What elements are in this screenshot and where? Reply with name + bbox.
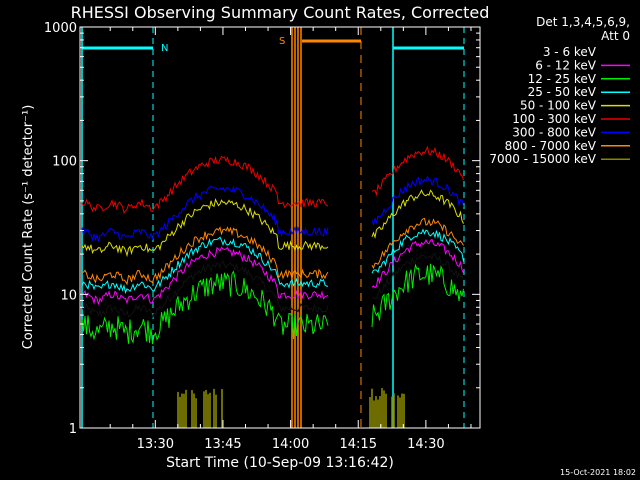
x-tick-label: 13:45 bbox=[204, 437, 241, 452]
legend-header-line2: Att 0 bbox=[601, 29, 630, 43]
series-line bbox=[371, 145, 464, 197]
legend-label: 300 - 800 keV bbox=[512, 125, 596, 139]
series-line bbox=[81, 246, 329, 305]
legend-label: 800 - 7000 keV bbox=[505, 139, 597, 153]
series-line bbox=[81, 259, 329, 319]
series-line bbox=[371, 175, 464, 226]
series-line bbox=[371, 253, 464, 300]
series-line bbox=[371, 217, 464, 270]
legend-label: 3 - 6 keV bbox=[543, 45, 597, 59]
y-axis: 1 10 100 1000 bbox=[44, 21, 480, 437]
annotation-n-label: N bbox=[161, 43, 168, 54]
x-tick-label: 14:00 bbox=[272, 437, 309, 452]
legend-label: 6 - 12 keV bbox=[535, 58, 597, 72]
x-tick-label: 14:30 bbox=[407, 437, 444, 452]
series-line bbox=[371, 238, 464, 289]
legend-label: 50 - 100 keV bbox=[520, 99, 597, 113]
legend-label: 12 - 25 keV bbox=[528, 72, 597, 86]
series-line bbox=[81, 226, 329, 286]
series-line bbox=[81, 185, 329, 242]
series-group bbox=[81, 145, 464, 428]
series-line bbox=[81, 155, 329, 214]
y-axis-label: Corrected Count Rate (s⁻¹ detector⁻¹) bbox=[21, 105, 36, 350]
legend-label: 100 - 300 keV bbox=[512, 112, 596, 126]
y-tick-label: 10 bbox=[60, 288, 77, 303]
annotation-s-label: S bbox=[279, 36, 285, 47]
legend-label: 7000 - 15000 keV bbox=[489, 152, 596, 166]
y-tick-label: 1 bbox=[69, 422, 77, 437]
x-tick-label: 14:15 bbox=[340, 437, 377, 452]
x-axis-label: Start Time (10-Sep-09 13:16:42) bbox=[166, 455, 394, 471]
series-line bbox=[81, 270, 329, 345]
y-tick-label: 100 bbox=[52, 155, 77, 170]
y-tick-label: 1000 bbox=[44, 21, 77, 36]
legend-label: 25 - 50 keV bbox=[528, 85, 597, 99]
x-axis: 13:30 13:45 14:00 14:15 14:30 bbox=[109, 27, 472, 452]
chart-title: RHESSI Observing Summary Count Rates, Co… bbox=[71, 3, 490, 22]
series-line bbox=[81, 236, 329, 295]
annotation-labels: NS bbox=[161, 36, 285, 54]
x-tick-label: 13:30 bbox=[137, 437, 174, 452]
series-line bbox=[371, 189, 464, 239]
footer-date: 15-Oct-2021 18:02 bbox=[560, 468, 636, 477]
plot-frame bbox=[79, 26, 481, 429]
series-line bbox=[371, 228, 464, 274]
legend-header-line1: Det 1,3,4,5,6,9, bbox=[536, 15, 630, 29]
series-line bbox=[81, 198, 329, 258]
series-line bbox=[371, 263, 464, 328]
